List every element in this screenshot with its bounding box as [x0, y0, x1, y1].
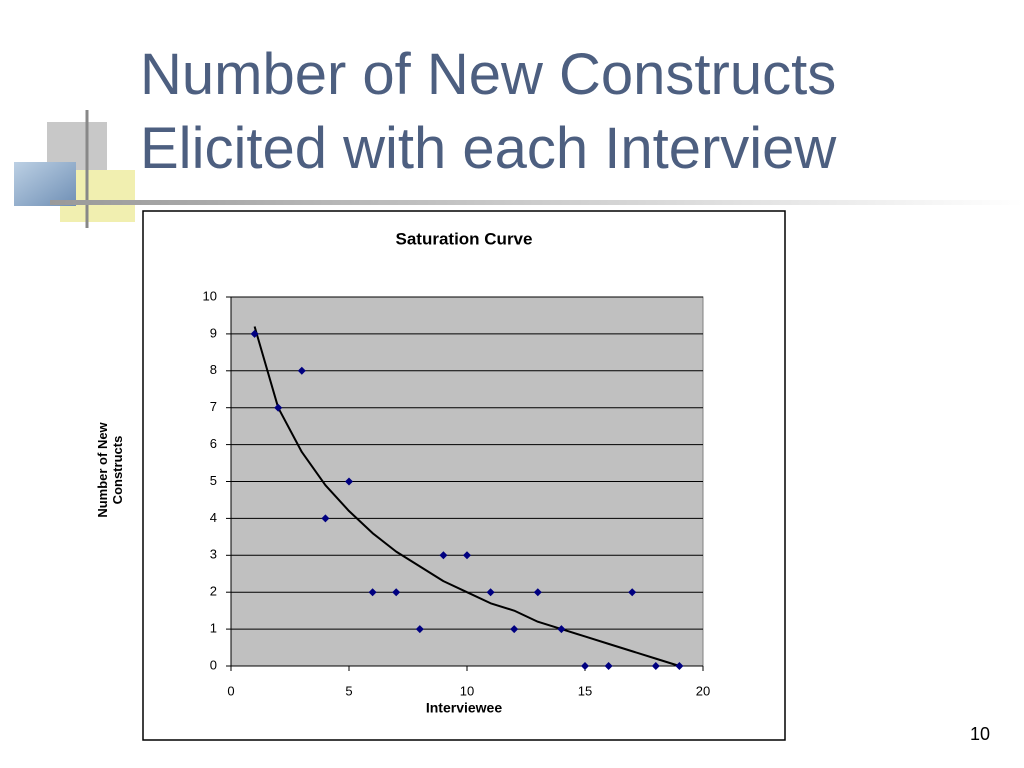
x-tick-label: 15	[578, 683, 592, 698]
page-number: 10	[969, 724, 990, 744]
data-point	[557, 625, 566, 634]
data-point	[581, 662, 589, 670]
y-tick-label: 3	[210, 547, 217, 562]
x-tick-label: 5	[345, 683, 352, 698]
y-tick-label: 5	[210, 473, 217, 488]
data-point	[510, 625, 519, 634]
data-point	[368, 588, 377, 597]
data-point	[463, 551, 471, 560]
data-point	[321, 514, 330, 523]
y-tick-label: 6	[210, 436, 217, 451]
y-tick-label: 10	[203, 288, 217, 303]
y-tick-label: 7	[210, 399, 217, 414]
y-tick-label: 8	[210, 362, 217, 377]
x-tick-label: 10	[460, 683, 474, 698]
trendline	[253, 326, 680, 667]
data-point	[651, 662, 660, 670]
data-point	[345, 477, 353, 486]
chart-title: Saturation Curve	[396, 229, 533, 248]
data-point	[297, 366, 306, 375]
data-point	[675, 662, 684, 670]
decor-line	[50, 200, 1024, 205]
y-tick-label: 9	[210, 325, 217, 340]
y-tick-label: 4	[210, 510, 217, 525]
x-tick-label: 0	[227, 683, 234, 698]
slide-title: Number of New Constructs Elicited with e…	[140, 42, 837, 181]
decor-square	[14, 162, 76, 206]
x-tick-label: 20	[696, 683, 710, 698]
data-point	[486, 588, 495, 597]
y-tick-label: 2	[210, 584, 217, 599]
data-point	[533, 588, 542, 597]
y-tick-label: 0	[210, 657, 217, 672]
data-point	[250, 329, 259, 338]
y-tick-label: 1	[210, 621, 217, 636]
data-point	[439, 551, 448, 560]
x-axis-label: Interviewee	[426, 700, 502, 716]
data-point	[274, 403, 283, 412]
data-point	[415, 625, 424, 634]
data-point	[392, 588, 401, 597]
data-point	[604, 662, 613, 670]
y-axis-label: Number of New Constructs	[95, 422, 125, 518]
data-point	[628, 588, 637, 597]
